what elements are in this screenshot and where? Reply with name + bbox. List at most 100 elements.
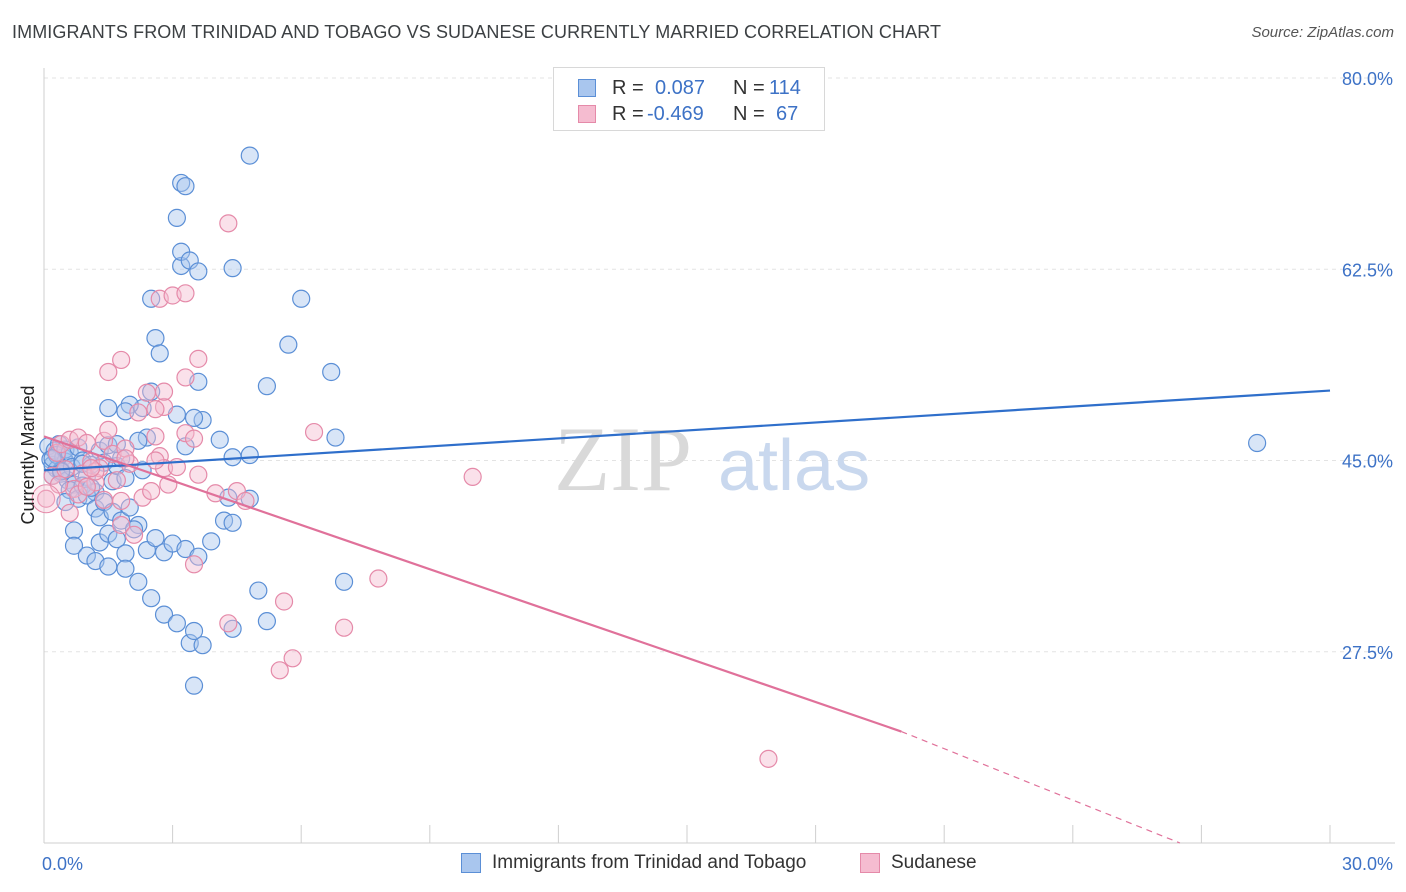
legend-r-value: -0.469: [647, 103, 704, 125]
data-point: [99, 420, 118, 439]
data-point: [257, 612, 277, 631]
watermark-atlas: atlas: [718, 426, 870, 506]
data-point: [202, 532, 221, 551]
legend-box: R = 0.087 N = 114 R = -0.469 N = 67: [553, 67, 825, 131]
data-point: [322, 362, 341, 382]
y-tick-label: 62.5%: [1342, 260, 1393, 280]
legend-r-label: R =: [612, 103, 644, 125]
data-point: [64, 536, 84, 555]
data-point: [112, 350, 131, 370]
data-point: [292, 289, 311, 308]
data-point: [99, 398, 118, 418]
data-point: [60, 503, 79, 523]
x-tick-label: 30.0%: [1342, 854, 1393, 874]
data-point: [146, 427, 165, 446]
legend-r-label: R =: [612, 77, 644, 99]
data-point: [112, 491, 131, 511]
data-point: [184, 676, 204, 695]
data-point: [189, 465, 208, 484]
data-point: [176, 177, 195, 196]
data-point: [184, 408, 204, 427]
data-point: [279, 335, 298, 354]
data-point: [124, 525, 144, 544]
y-tick-label: 27.5%: [1342, 643, 1393, 663]
data-point: [116, 544, 135, 563]
data-point: [334, 572, 354, 591]
legend-swatch-pink: [578, 105, 596, 123]
data-point: [137, 383, 156, 402]
bottom-legend-label-blue: Immigrants from Trinidad and Tobago: [492, 852, 807, 873]
data-point: [463, 467, 482, 486]
data-point: [116, 402, 135, 421]
data-point: [189, 262, 208, 281]
data-point: [189, 349, 208, 368]
data-point: [326, 428, 345, 447]
legend-n-label: N =: [733, 77, 765, 99]
data-point: [94, 431, 114, 450]
data-point: [142, 589, 161, 608]
data-point: [64, 521, 84, 540]
legend-n-label: N =: [733, 103, 765, 125]
data-point: [99, 362, 118, 382]
watermark-zip: ZIP: [554, 408, 692, 510]
data-point: [116, 559, 135, 578]
tick-labels: 27.5% 45.0% 62.5% 80.0% 0.0% 30.0%: [42, 69, 1393, 874]
bottom-legend-swatch-pink: [860, 853, 880, 873]
data-point: [146, 451, 165, 470]
data-point: [77, 477, 96, 496]
data-point: [107, 471, 126, 490]
data-point: [99, 557, 118, 576]
data-point: [184, 429, 204, 448]
source-label: Source: ZipAtlas.com: [1251, 24, 1394, 41]
data-point: [283, 649, 302, 668]
data-point: [219, 214, 238, 233]
trend-line-blue: [43, 389, 1331, 472]
trend-lines: [43, 389, 1331, 844]
y-tick-label: 45.0%: [1342, 452, 1393, 472]
watermark: ZIP atlas: [554, 408, 870, 510]
data-point: [150, 344, 169, 363]
data-point: [176, 284, 195, 303]
legend-swatch-blue: [578, 79, 596, 97]
y-tick-label: 80.0%: [1342, 69, 1393, 89]
y-axis-label: Currently Married: [18, 385, 38, 524]
data-point: [176, 368, 195, 387]
data-point: [129, 572, 148, 591]
data-point: [223, 259, 242, 278]
data-point: [167, 614, 186, 633]
chart-title: IMMIGRANTS FROM TRINIDAD AND TOBAGO VS S…: [12, 22, 942, 42]
data-point: [112, 511, 131, 530]
bottom-legend-swatch-blue: [461, 853, 481, 873]
data-point: [146, 400, 165, 419]
data-point: [223, 513, 242, 532]
trend-line-pink-extension: [901, 730, 1181, 844]
data-point: [369, 569, 388, 588]
data-point: [184, 621, 204, 641]
legend-r-value: 0.087: [655, 77, 706, 99]
data-point: [219, 614, 238, 633]
data-point: [37, 489, 56, 508]
data-point: [249, 581, 268, 600]
data-point: [334, 618, 354, 637]
x-tick-label: 0.0%: [42, 854, 83, 874]
legend-n-value: 67: [776, 103, 799, 125]
data-point: [107, 530, 126, 549]
data-point: [240, 445, 259, 465]
data-point: [146, 528, 165, 548]
data-point: [304, 422, 324, 442]
legend-n-value: 114: [769, 77, 801, 99]
data-point: [31, 484, 61, 514]
trend-line-pink: [43, 435, 902, 733]
data-point: [240, 146, 259, 165]
data-point: [759, 749, 778, 768]
data-point: [112, 515, 131, 535]
data-point: [184, 555, 204, 574]
data-point: [142, 482, 161, 501]
data-point: [94, 490, 114, 509]
data-point: [146, 329, 165, 348]
data-point: [1248, 433, 1267, 453]
data-point: [193, 636, 212, 655]
data-point: [270, 661, 289, 680]
data-point: [47, 443, 66, 462]
